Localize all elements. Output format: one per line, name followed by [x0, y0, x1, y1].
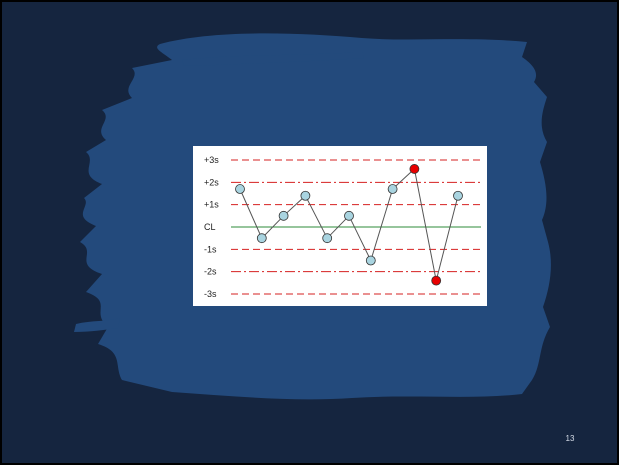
- control-chart-card: +3s +2s +1s CL -1s -2s -3s: [193, 146, 487, 306]
- data-point: [453, 190, 463, 201]
- control-chart: +3s +2s +1s CL -1s -2s -3s: [204, 155, 481, 299]
- control-line-label: +3s: [204, 155, 219, 165]
- control-lines: [231, 159, 481, 295]
- data-point: [344, 210, 354, 221]
- control-line-label: +1s: [204, 200, 219, 210]
- page-number: 13: [565, 434, 575, 443]
- data-point: [409, 164, 420, 174]
- data-point: [322, 233, 333, 244]
- control-line-label: CL: [204, 222, 216, 232]
- control-line-labels: +3s +2s +1s CL -1s -2s -3s: [204, 155, 219, 299]
- control-line-label: +2s: [204, 177, 219, 187]
- control-line-label: -2s: [204, 267, 217, 277]
- series-line: [239, 167, 459, 281]
- control-line-label: -1s: [204, 244, 217, 254]
- data-point: [278, 210, 289, 221]
- data-point: [431, 275, 442, 286]
- data-point: [235, 184, 245, 194]
- data-point: [256, 233, 267, 244]
- brush-stroke-streak-left: [74, 318, 120, 332]
- data-point: [300, 190, 311, 201]
- data-points: [235, 164, 463, 286]
- data-point: [387, 184, 398, 194]
- control-line-label: -3s: [204, 289, 217, 299]
- brush-stroke-streak-top: [182, 52, 364, 66]
- data-series: [239, 167, 459, 281]
- data-point: [365, 255, 376, 266]
